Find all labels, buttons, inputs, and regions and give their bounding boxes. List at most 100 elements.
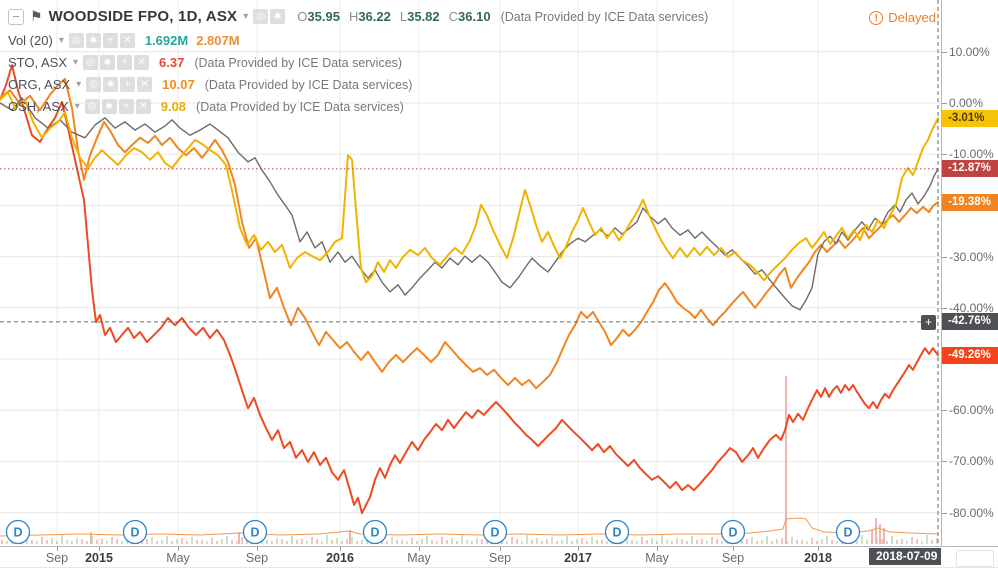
delayed-label: Delayed [888,10,936,25]
volume-bar [511,537,513,544]
time-axis-tick [578,547,579,551]
series-line-sto [0,64,939,515]
dividend-marker-icon [5,519,31,545]
plus-icon[interactable]: + [102,33,118,48]
legend-row-volume: Vol (20) ▾ ◎ ✱ + ✕ 1.692M 2.807M [8,33,240,48]
volume-bar [96,540,98,544]
volume-bar [601,540,603,544]
volume-bar [836,541,838,544]
volume-bar [441,537,443,544]
volume-bar [746,539,748,544]
volume-bar [831,540,833,544]
symbol-title[interactable]: WOODSIDE FPO, 1D, ASX [48,8,238,25]
chevron-down-icon[interactable]: ▾ [74,101,80,112]
series-value-badge: -12.87% [942,160,998,178]
data-provider-note: (Data Provided by ICE Data services) [194,55,403,70]
volume-bar [1,540,3,544]
volume-bar [451,538,453,544]
eye-icon[interactable]: ◎ [84,99,100,114]
price-axis[interactable]: 10.00% 0.00% -10.00% -30.00% -40.00% -60.00% -… [941,0,998,546]
bottom-strip [0,567,998,576]
volume-bar [326,535,328,544]
volume-bar [166,536,168,544]
price-axis-label: -70.00% [949,454,994,469]
volume-bar [56,541,58,544]
gear-icon[interactable]: ✱ [101,99,117,114]
close-icon[interactable]: ✕ [119,33,135,48]
sto-value: 6.37 [159,55,185,70]
close-icon[interactable]: ✕ [137,77,153,92]
close-icon[interactable]: ✕ [135,99,151,114]
series-value-badge: -49.26% [942,346,998,364]
time-axis-tick [57,547,58,551]
collapse-legend-button[interactable]: − [8,8,24,25]
chevron-down-icon[interactable]: ▾ [243,11,249,22]
volume-bar [756,541,758,544]
plus-icon[interactable]: + [117,55,133,70]
compare-symbol-osh[interactable]: OSH, ASX [8,99,69,114]
add-alert-plus-button[interactable]: + [921,315,936,330]
volume-bar [641,537,643,544]
volume-bar [471,541,473,544]
volume-spike-bar [90,532,92,544]
symbol-flag-icon[interactable]: ⚑ [30,8,43,24]
chevron-down-icon[interactable]: ▾ [76,79,82,90]
dividend-marker-icon [242,519,268,545]
volume-bar [271,541,273,544]
series-line-wpl [0,97,939,311]
dividend-marker-icon [604,519,630,545]
volume-bar [406,541,408,544]
chevron-down-icon[interactable]: ▾ [73,57,79,68]
volume-bar [216,541,218,544]
compare-symbol-org[interactable]: ORG, ASX [8,77,71,92]
volume-bar [801,540,803,544]
delayed-data-badge[interactable]: ! Delayed [869,10,936,25]
volume-bar [436,541,438,544]
volume-bar [466,540,468,544]
volume-indicator-label[interactable]: Vol (20) [8,33,53,48]
time-axis[interactable]: Sep 2015 May Sep 2016 May Sep 2017 May Sep 2018 201… [0,546,998,567]
plus-icon[interactable]: + [118,99,134,114]
dividend-marker-letter: D [250,526,259,540]
dividend-marker-letter: D [130,526,139,540]
volume-bar [881,539,883,544]
plus-icon[interactable]: + [120,77,136,92]
volume-value: 1.692M [144,33,189,48]
volume-bar [211,538,213,544]
volume-bar [711,537,713,544]
gear-icon[interactable]: ✱ [270,9,286,24]
close-icon[interactable]: ✕ [134,55,150,70]
volume-bar [921,541,923,544]
volume-bar [821,539,823,544]
volume-bar [506,541,508,544]
price-axis-tick [942,51,947,53]
eye-icon[interactable]: ◎ [68,33,84,48]
volume-spike-bar [879,524,881,544]
gear-icon[interactable]: ✱ [85,33,101,48]
series-line-org [0,77,939,390]
price-axis-label: 10.00% [949,44,990,59]
volume-bar [411,538,413,544]
volume-bar [531,540,533,544]
volume-bar [416,541,418,544]
volume-bar [936,538,938,544]
volume-bar [291,536,293,544]
volume-bar [426,536,428,544]
gear-icon[interactable]: ✱ [100,55,116,70]
volume-bar [311,537,313,544]
volume-bar [866,540,868,544]
compare-symbol-sto[interactable]: STO, ASX [8,55,68,70]
axis-corner[interactable] [956,550,994,567]
eye-icon[interactable]: ◎ [253,9,269,24]
volume-bar [676,538,678,544]
volume-bar [161,540,163,544]
volume-bar [341,541,343,544]
volume-bar [111,537,113,544]
eye-icon[interactable]: ◎ [86,77,102,92]
chevron-down-icon[interactable]: ▾ [58,35,64,46]
volume-bar [206,541,208,544]
volume-bar [656,541,658,544]
gear-icon[interactable]: ✱ [103,77,119,92]
eye-icon[interactable]: ◎ [83,55,99,70]
crosshair-price-badge: -42.76% [942,313,998,331]
